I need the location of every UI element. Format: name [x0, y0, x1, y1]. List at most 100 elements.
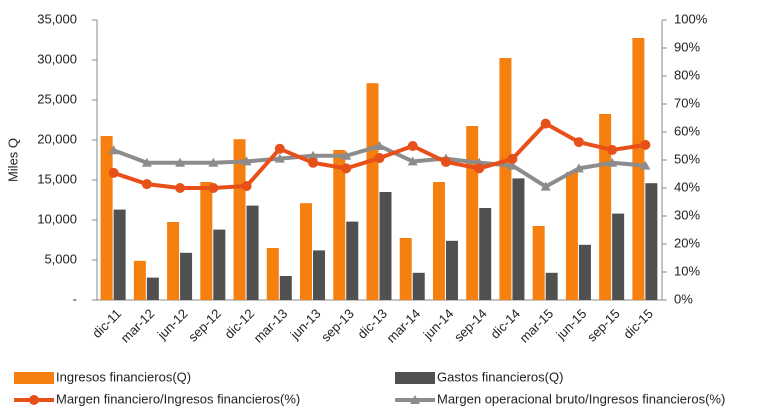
bar — [399, 238, 412, 300]
y-tick-label: 5,000 — [44, 251, 77, 266]
marker — [573, 163, 584, 173]
marker — [308, 150, 319, 160]
bar — [432, 182, 445, 300]
marker — [440, 156, 451, 167]
y2-tick-label: 40% — [674, 179, 700, 194]
marker — [507, 160, 518, 170]
marker — [474, 163, 485, 174]
y2-tick-label: 70% — [674, 95, 700, 110]
marker — [607, 157, 618, 167]
x-tick-label: sep-14 — [451, 306, 490, 345]
y2-tick-label: 30% — [674, 207, 700, 222]
bar — [565, 172, 578, 300]
marker — [540, 181, 551, 191]
y-tick-label: 30,000 — [37, 51, 77, 66]
marker — [573, 137, 584, 148]
marker — [175, 183, 186, 193]
bar — [300, 203, 313, 300]
legend-label: Gastos financieros(Q) — [437, 369, 563, 384]
marker — [540, 118, 551, 129]
bar — [333, 150, 346, 300]
bar — [180, 252, 193, 300]
y2-tick-label: 0% — [674, 291, 693, 306]
marker — [407, 156, 418, 166]
x-tick-label: mar-15 — [516, 306, 556, 346]
x-tick-label: mar-12 — [118, 306, 158, 346]
marker — [341, 163, 352, 174]
marker — [640, 160, 651, 170]
x-tick-label: jun-15 — [553, 306, 590, 343]
y-tick-label: 15,000 — [37, 171, 77, 186]
marker — [374, 141, 385, 150]
bar — [512, 178, 525, 300]
bar — [133, 260, 146, 300]
marker — [507, 153, 518, 164]
marker — [141, 157, 152, 167]
bar — [499, 58, 512, 300]
bar — [246, 205, 259, 300]
x-tick-label: dic-15 — [620, 306, 656, 342]
x-tick-label: sep-12 — [185, 306, 224, 345]
legend-swatch — [395, 372, 435, 384]
y-axis-label: Miles Q — [5, 138, 20, 182]
bar — [479, 208, 492, 300]
marker — [308, 157, 319, 168]
y2-tick-label: 10% — [674, 263, 700, 278]
y2-tick-label: 80% — [674, 67, 700, 82]
marker — [208, 157, 219, 167]
y2-tick-label: 50% — [674, 151, 700, 166]
legend-marker — [410, 395, 420, 404]
legend-label: Margen financiero/Ingresos financieros(%… — [56, 391, 300, 406]
y-tick-label: 20,000 — [37, 131, 77, 146]
y2-tick-label: 90% — [674, 39, 700, 54]
bar — [100, 136, 113, 300]
marker — [175, 157, 186, 167]
bar — [279, 276, 292, 300]
bar — [645, 183, 658, 300]
legend-label: Margen operacional bruto/Ingresos financ… — [437, 391, 725, 406]
bar — [612, 213, 625, 300]
bar — [366, 83, 379, 300]
marker — [640, 139, 651, 150]
bar — [599, 114, 612, 300]
bar — [545, 272, 558, 300]
y2-tick-label: 60% — [674, 123, 700, 138]
x-tick-label: sep-15 — [584, 306, 623, 345]
bar — [113, 209, 126, 300]
x-tick-label: jun-13 — [287, 306, 324, 343]
y2-tick-label: 100% — [674, 11, 708, 26]
legend-marker — [29, 395, 39, 405]
marker — [208, 183, 219, 193]
line — [112, 144, 646, 189]
marker — [341, 150, 352, 160]
bar — [266, 248, 279, 300]
y2-tick-label: 20% — [674, 235, 700, 250]
marker — [241, 181, 252, 192]
bar — [146, 277, 159, 300]
bar — [213, 229, 226, 300]
bar — [379, 192, 392, 300]
y-tick-label: 25,000 — [37, 91, 77, 106]
marker — [607, 144, 618, 155]
marker — [407, 141, 418, 151]
bar — [167, 222, 180, 300]
bar — [313, 250, 326, 300]
y-tick-label: - — [73, 291, 77, 306]
marker — [241, 156, 252, 166]
x-tick-label: jun-12 — [154, 306, 191, 343]
bar — [445, 240, 458, 300]
bar — [632, 38, 645, 300]
legend-swatch — [14, 372, 54, 384]
bar — [412, 272, 425, 300]
bar — [200, 182, 213, 300]
marker — [274, 153, 285, 163]
x-tick-label: sep-13 — [318, 306, 357, 345]
marker — [108, 145, 119, 155]
x-tick-label: mar-13 — [251, 306, 291, 346]
marker — [374, 153, 385, 164]
y-tick-label: 10,000 — [37, 211, 77, 226]
bar — [466, 126, 479, 300]
y-tick-label: 35,000 — [37, 11, 77, 26]
bar — [578, 244, 591, 300]
